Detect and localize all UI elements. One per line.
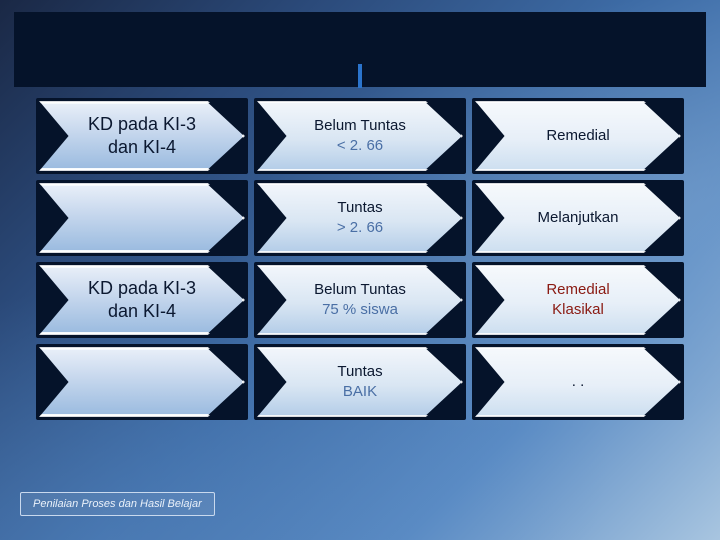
line2: BAIK bbox=[343, 382, 377, 402]
line1: Remedial bbox=[546, 127, 609, 146]
line1: Belum Tuntas bbox=[314, 281, 406, 300]
arrow-label bbox=[46, 188, 238, 248]
line2: dan KI-4 bbox=[108, 300, 176, 323]
arrow-label: Belum Tuntas 75 % siswa bbox=[264, 270, 456, 330]
line2: dan KI-4 bbox=[108, 136, 176, 159]
cell-r4c3: . . bbox=[472, 344, 684, 420]
line1: Tuntas bbox=[337, 363, 382, 382]
cell-r4c1 bbox=[36, 344, 248, 420]
arrow-label: Tuntas BAIK bbox=[264, 352, 456, 412]
cell-r3c3: Remedial Klasikal bbox=[472, 262, 684, 338]
line1: Belum Tuntas bbox=[314, 117, 406, 136]
footer-text: Penilaian Proses dan Hasil Belajar bbox=[33, 498, 202, 510]
cell-r3c2: Belum Tuntas 75 % siswa bbox=[254, 262, 466, 338]
cell-r1c1: KD pada KI-3 dan KI-4 bbox=[36, 98, 248, 174]
cell-r2c2: Tuntas > 2. 66 bbox=[254, 180, 466, 256]
line1: Tuntas bbox=[337, 199, 382, 218]
header-bar bbox=[14, 12, 706, 87]
header-divider bbox=[358, 64, 362, 88]
line2: < 2. 66 bbox=[337, 136, 383, 156]
line2: > 2. 66 bbox=[337, 218, 383, 238]
cell-r3c1: KD pada KI-3 dan KI-4 bbox=[36, 262, 248, 338]
line1: KD pada KI-3 bbox=[88, 113, 196, 136]
line1: Remedial bbox=[546, 281, 609, 300]
arrow-label: Belum Tuntas < 2. 66 bbox=[264, 106, 456, 166]
arrow-label: KD pada KI-3 dan KI-4 bbox=[46, 270, 238, 330]
cell-r1c2: Belum Tuntas < 2. 66 bbox=[254, 98, 466, 174]
arrow-label: Melanjutkan bbox=[482, 188, 674, 248]
arrow-label: . . bbox=[482, 352, 674, 412]
cell-r4c2: Tuntas BAIK bbox=[254, 344, 466, 420]
line1: . . bbox=[572, 373, 585, 392]
cell-r2c3: Melanjutkan bbox=[472, 180, 684, 256]
arrow-label: Tuntas > 2. 66 bbox=[264, 188, 456, 248]
line2: Klasikal bbox=[552, 300, 604, 320]
arrow-label: Remedial Klasikal bbox=[482, 270, 674, 330]
flow-grid: KD pada KI-3 dan KI-4 Belum Tuntas < 2. … bbox=[36, 98, 684, 420]
arrow-label bbox=[46, 352, 238, 412]
line1: Melanjutkan bbox=[538, 209, 619, 228]
line2: 75 % siswa bbox=[322, 300, 398, 320]
cell-r1c3: Remedial bbox=[472, 98, 684, 174]
cell-r2c1 bbox=[36, 180, 248, 256]
line1: KD pada KI-3 bbox=[88, 277, 196, 300]
arrow-label: Remedial bbox=[482, 106, 674, 166]
footer-caption: Penilaian Proses dan Hasil Belajar bbox=[20, 492, 215, 516]
arrow-label: KD pada KI-3 dan KI-4 bbox=[46, 106, 238, 166]
